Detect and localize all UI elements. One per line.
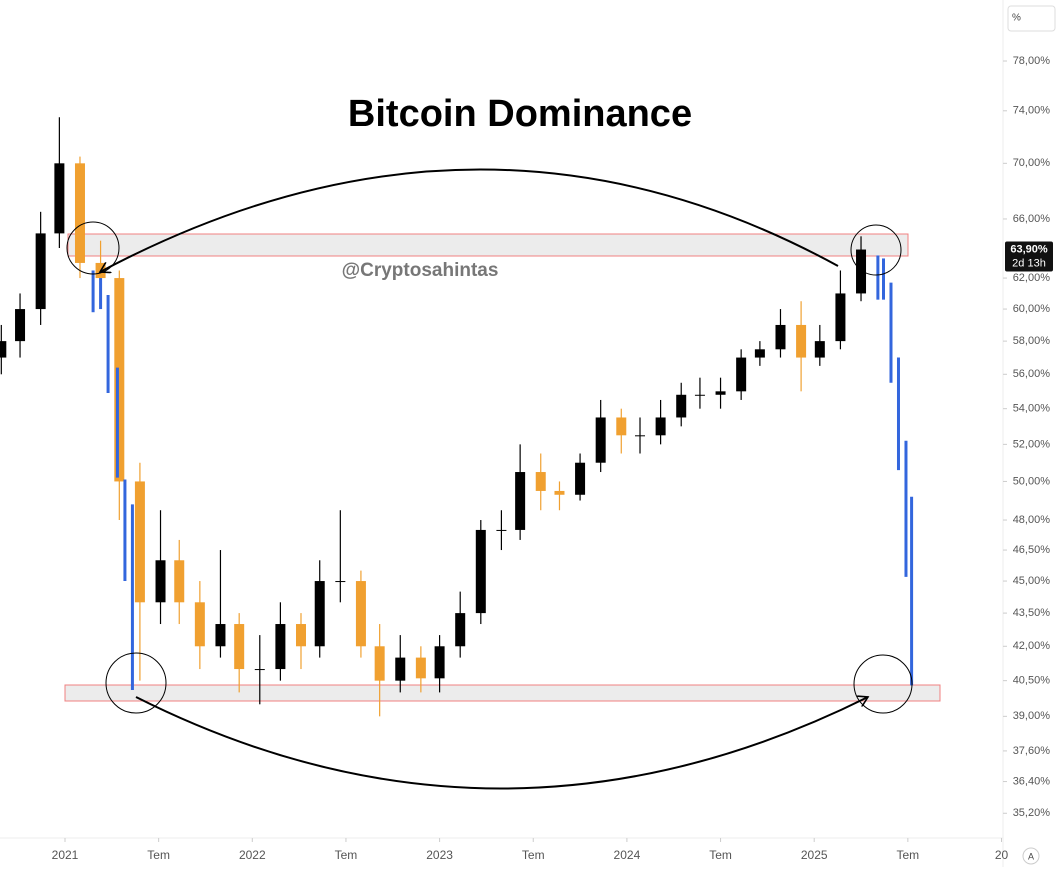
candle-body	[775, 324, 786, 350]
arrow	[100, 168, 839, 272]
candle-body	[535, 472, 546, 491]
y-tick-label: 35,20%	[1013, 807, 1051, 819]
y-tick-label: 66,00%	[1013, 213, 1051, 225]
candle-body	[74, 163, 85, 263]
highlight-circle	[850, 224, 902, 276]
candle-body	[254, 669, 265, 671]
arrow	[135, 697, 868, 790]
candle-body	[736, 357, 747, 392]
candle-body	[595, 417, 606, 463]
y-tick-label: 52,00%	[1013, 438, 1051, 450]
candle-body	[676, 394, 687, 418]
candle-body	[856, 249, 867, 294]
support-zone	[64, 684, 941, 702]
y-tick-label: 45,00%	[1013, 575, 1051, 587]
candle-body	[434, 646, 445, 679]
y-tick-label: 48,00%	[1013, 514, 1051, 526]
auto-button[interactable]	[1022, 847, 1040, 865]
candle-body	[335, 581, 346, 583]
y-tick-label: 56,00%	[1013, 368, 1051, 380]
candle-body	[314, 581, 325, 647]
y-tick-label: 78,00%	[1013, 55, 1051, 67]
x-tick-label: Tem	[897, 848, 920, 862]
candle-body	[616, 417, 627, 436]
scale-button-label: %	[1012, 13, 1021, 24]
x-tick-label: 2025	[801, 848, 828, 862]
y-tick-label: 46,50%	[1013, 544, 1051, 556]
candle-body	[155, 560, 166, 603]
candle-body	[635, 435, 646, 437]
candle-body	[54, 163, 65, 234]
auto-button-label: A	[1028, 851, 1034, 861]
highlight-circle	[105, 652, 167, 714]
candle-body	[35, 233, 46, 310]
candle-body	[355, 581, 366, 647]
candle-body	[15, 309, 26, 342]
candle-body	[114, 278, 125, 482]
countdown-label: 2d 13h	[1012, 257, 1046, 269]
candle-body	[174, 560, 185, 603]
x-tick-label: Tem	[522, 848, 545, 862]
candle-body	[275, 624, 286, 670]
candle-body	[475, 529, 486, 614]
highlight-circle	[66, 221, 120, 275]
x-tick-label: Tem	[709, 848, 732, 862]
y-tick-label: 43,50%	[1013, 607, 1051, 619]
candle-body	[835, 293, 846, 342]
candle-body	[655, 417, 666, 436]
candle-body	[554, 490, 565, 495]
x-tick-label: Tem	[147, 848, 170, 862]
y-tick-label: 74,00%	[1013, 105, 1051, 117]
x-tick-label: Tem	[335, 848, 358, 862]
candle-body	[515, 472, 526, 530]
y-tick-label: 37,60%	[1013, 745, 1051, 757]
candle-body	[415, 657, 426, 679]
candle-body	[194, 602, 205, 647]
price-tag-label: 63,90%	[1010, 243, 1048, 255]
candle-body	[374, 646, 385, 681]
highlight-circle	[853, 654, 913, 714]
y-tick-label: 36,40%	[1013, 775, 1051, 787]
y-tick-label: 58,00%	[1013, 335, 1051, 347]
candle-body	[496, 529, 507, 531]
y-tick-label: 70,00%	[1013, 157, 1051, 169]
y-tick-label: 62,00%	[1013, 272, 1051, 284]
candle-body	[234, 624, 245, 670]
y-tick-label: 40,50%	[1013, 675, 1051, 687]
x-tick-label: 2021	[52, 848, 79, 862]
y-tick-label: 42,00%	[1013, 640, 1051, 652]
candle-body	[694, 394, 705, 396]
y-tick-label: 50,00%	[1013, 475, 1051, 487]
candle-body	[455, 613, 466, 647]
candle-body	[395, 657, 406, 681]
x-tick-label: 2024	[614, 848, 641, 862]
x-tick-label: 2022	[239, 848, 266, 862]
candle-body	[796, 324, 807, 358]
candle-body	[715, 391, 726, 395]
watermark: @Cryptosahintas	[342, 260, 499, 281]
price-tag	[1005, 241, 1053, 272]
candle-body	[295, 624, 306, 647]
candle-body	[575, 462, 586, 495]
candle-body	[0, 341, 7, 358]
chart-title: Bitcoin Dominance	[348, 93, 692, 135]
y-tick-label: 54,00%	[1013, 403, 1051, 415]
candle-body	[134, 481, 145, 603]
candle-body	[215, 624, 226, 647]
x-tick-label: 2023	[426, 848, 453, 862]
resistance-zone	[67, 233, 909, 257]
x-tick-label: 20	[995, 848, 1009, 862]
scale-button[interactable]	[1007, 5, 1056, 32]
candle-body	[754, 349, 765, 358]
candle-body	[814, 341, 825, 358]
y-tick-label: 60,00%	[1013, 303, 1051, 315]
y-tick-label: 39,00%	[1013, 710, 1051, 722]
